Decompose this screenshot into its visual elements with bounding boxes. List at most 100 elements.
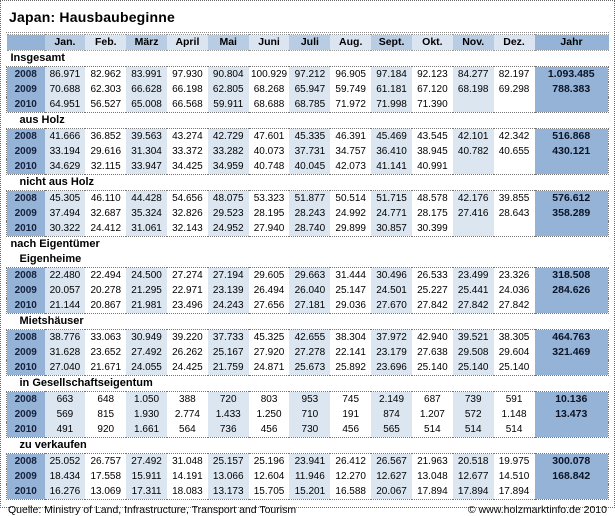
month-value-cell: 25.157 xyxy=(207,453,249,469)
month-value-cell: 27.940 xyxy=(248,221,290,237)
month-value-cell: 27.278 xyxy=(289,345,331,360)
month-value-cell: 45.325 xyxy=(248,329,290,345)
year-label: 2008 xyxy=(6,66,45,82)
month-value-cell: 66.628 xyxy=(126,82,167,97)
month-value-cell: 29.605 xyxy=(248,267,290,283)
month-value-cell: 32.143 xyxy=(166,221,208,237)
month-value-cell: 572 xyxy=(452,407,494,422)
month-value-cell: 37.733 xyxy=(207,329,249,345)
data-row-zu-verkaufen-2008: 2008 25.052 26.757 27.492 31.048 25.157 25.196… xyxy=(6,453,609,469)
month-value-cell: 33.194 xyxy=(44,144,86,159)
jahr-total-cell xyxy=(534,97,609,113)
month-value-cell: 17.311 xyxy=(126,484,167,500)
month-value-cell: 30.949 xyxy=(126,329,167,345)
month-value-cell: 36.852 xyxy=(85,128,127,144)
month-value-cell: 61.181 xyxy=(371,82,412,97)
month-value-cell: 21.759 xyxy=(207,360,249,376)
month-value-cell: 34.425 xyxy=(166,159,208,175)
month-value-cell: 28.175 xyxy=(411,206,453,221)
month-value-cell: 23.326 xyxy=(493,267,535,283)
month-value-cell: 45.335 xyxy=(289,128,331,144)
month-value-cell: 25.147 xyxy=(330,283,372,298)
month-value-cell: 591 xyxy=(493,391,535,407)
month-value-cell: 736 xyxy=(207,422,249,438)
month-value-cell: 96.905 xyxy=(330,66,372,82)
month-value-cell: 12.677 xyxy=(452,469,494,484)
month-value-cell: 13.069 xyxy=(85,484,127,500)
month-value-cell: 97.184 xyxy=(371,66,412,82)
month-value-cell: 43.274 xyxy=(166,128,208,144)
month-value-cell: 27.670 xyxy=(371,298,412,314)
month-value-cell: 12.604 xyxy=(248,469,290,484)
month-value-cell: 569 xyxy=(44,407,86,422)
month-value-cell: 27.920 xyxy=(248,345,290,360)
month-value-cell: 27.492 xyxy=(126,453,167,469)
month-value-cell: 514 xyxy=(411,422,453,438)
month-value-cell: 25.140 xyxy=(452,360,494,376)
month-value-cell: 18.434 xyxy=(44,469,86,484)
month-value-cell: 42.729 xyxy=(207,128,249,144)
month-value-cell: 22.494 xyxy=(85,267,127,283)
data-row-zu-verkaufen-2009: 2009 18.434 17.558 15.911 14.191 13.066 12.604… xyxy=(6,469,609,484)
section-label-row: nicht aus Holz xyxy=(6,174,609,191)
month-value-cell: 59.749 xyxy=(330,82,372,97)
year-label: 2010 xyxy=(6,360,45,376)
month-value-cell: 1.433 xyxy=(207,407,249,422)
month-value-cell: 21.295 xyxy=(126,283,167,298)
year-label: 2008 xyxy=(6,267,45,283)
copyright-note: © www.holzmarktinfo.de 2010 xyxy=(467,504,607,516)
month-value-cell xyxy=(493,221,535,237)
month-value-cell: 32.687 xyxy=(85,206,127,221)
month-value-cell: 31.304 xyxy=(126,144,167,159)
month-value-cell: 1.207 xyxy=(411,407,453,422)
section-label-row: nach Eigentümer xyxy=(6,236,609,252)
section-label-row: in Gesellschaftseigentum xyxy=(6,375,609,392)
month-value-cell: 1.250 xyxy=(248,407,290,422)
month-value-cell: 39.220 xyxy=(166,329,208,345)
jahr-total-cell: 788.383 xyxy=(534,82,609,97)
month-value-cell: 13.048 xyxy=(411,469,453,484)
year-label: 2008 xyxy=(6,391,45,407)
month-value-cell: 40.782 xyxy=(452,144,494,159)
month-value-cell: 40.073 xyxy=(248,144,290,159)
month-value-cell: 68.785 xyxy=(289,97,331,113)
section-label-in-gesellschaftseigentum: in Gesellschaftseigentum xyxy=(6,375,609,392)
jahr-total-cell: 318.508 xyxy=(534,267,609,283)
year-label: 2010 xyxy=(6,422,45,438)
month-value-cell: 491 xyxy=(44,422,86,438)
jahr-total-cell: 284.626 xyxy=(534,283,609,298)
data-row-nicht-aus-holz-2008: 2008 45.305 46.110 44.428 54.656 48.075 53.323… xyxy=(6,190,609,206)
month-value-cell: 34.757 xyxy=(330,144,372,159)
year-label: 2008 xyxy=(6,128,45,144)
section-label-nach-eigentuemer: nach Eigentümer xyxy=(6,236,609,252)
month-value-cell: 27.416 xyxy=(452,206,494,221)
jahr-total-cell xyxy=(534,360,609,376)
month-value-cell: 2.774 xyxy=(166,407,208,422)
month-value-cell: 24.501 xyxy=(371,283,412,298)
month-value-cell: 19.975 xyxy=(493,453,535,469)
month-value-cell: 730 xyxy=(289,422,331,438)
month-value-cell: 41.141 xyxy=(371,159,412,175)
year-label: 2009 xyxy=(6,345,45,360)
month-value-cell: 21.981 xyxy=(126,298,167,314)
month-value-cell: 29.663 xyxy=(289,267,331,283)
month-value-cell: 27.194 xyxy=(207,267,249,283)
month-value-cell: 23.496 xyxy=(166,298,208,314)
month-value-cell: 97.930 xyxy=(166,66,208,82)
year-label: 2010 xyxy=(6,221,45,237)
jahr-total-cell xyxy=(534,298,609,314)
month-value-cell: 29.604 xyxy=(493,345,535,360)
month-value-cell: 24.412 xyxy=(85,221,127,237)
month-value-cell: 31.444 xyxy=(330,267,372,283)
month-value-cell: 26.494 xyxy=(248,283,290,298)
month-value-cell: 13.066 xyxy=(207,469,249,484)
month-value-cell: 29.523 xyxy=(207,206,249,221)
month-value-cell: 83.991 xyxy=(126,66,167,82)
month-value-cell: 23.499 xyxy=(452,267,494,283)
year-label: 2010 xyxy=(6,298,45,314)
month-value-cell: 42.176 xyxy=(452,190,494,206)
month-value-cell: 86.971 xyxy=(44,66,86,82)
month-value-cell: 26.757 xyxy=(85,453,127,469)
data-row-nicht-aus-holz-2009: 2009 37.494 32.687 35.324 32.826 29.523 28.195… xyxy=(6,206,609,221)
data-row-eigenheime-2009: 2009 20.057 20.278 21.295 22.971 23.139 26.494… xyxy=(6,283,609,298)
